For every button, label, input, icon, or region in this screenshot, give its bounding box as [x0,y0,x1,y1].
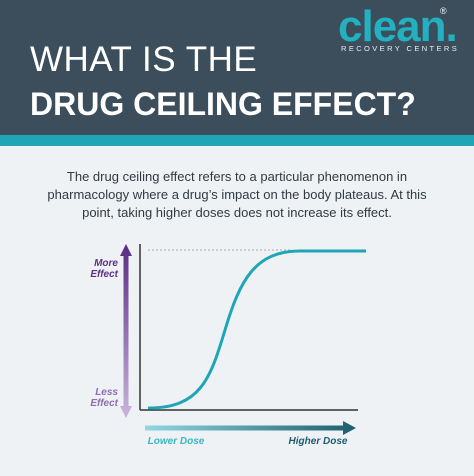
x-right-label: Higher Dose [288,436,348,447]
y-bottom-label: Less Effect [90,387,118,409]
logo-tagline: RECOVERY CENTERS [341,44,460,53]
dose-arrow [145,421,356,435]
header-band [0,0,474,135]
effect-curve [147,249,366,410]
header-stripe [0,135,474,146]
effect-arrow [120,244,132,418]
logo-registered: ® [440,6,447,16]
y-top-label: More Effect [90,258,118,280]
title-line: WHAT IS THE [30,40,258,79]
x-left-label: Lower Dose [147,436,205,447]
logo-name: clean. [338,2,458,51]
title-line: DRUG CEILING EFFECT? [30,86,416,122]
body-text: The drug ceiling effect refers to a part… [47,169,427,220]
